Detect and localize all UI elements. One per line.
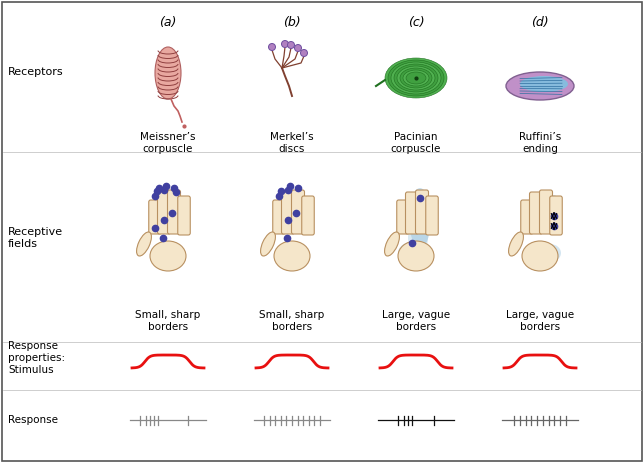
Ellipse shape (408, 223, 428, 253)
Ellipse shape (388, 60, 444, 96)
Ellipse shape (522, 241, 558, 271)
Text: (b): (b) (283, 16, 301, 29)
Text: (a): (a) (159, 16, 176, 29)
Ellipse shape (294, 44, 301, 51)
Ellipse shape (261, 232, 276, 256)
Text: Receptive
fields: Receptive fields (8, 227, 63, 249)
Ellipse shape (269, 44, 276, 50)
Ellipse shape (403, 70, 429, 86)
FancyBboxPatch shape (149, 200, 161, 234)
Ellipse shape (397, 66, 435, 90)
FancyBboxPatch shape (540, 190, 553, 234)
FancyBboxPatch shape (178, 196, 190, 235)
FancyBboxPatch shape (281, 192, 294, 234)
Text: Merkel’s
discs: Merkel’s discs (270, 132, 314, 154)
Ellipse shape (400, 68, 432, 88)
Ellipse shape (301, 50, 307, 56)
Ellipse shape (150, 241, 186, 271)
Ellipse shape (385, 58, 447, 98)
Ellipse shape (155, 47, 181, 99)
Text: (c): (c) (408, 16, 424, 29)
Text: Ruffini’s
ending: Ruffini’s ending (519, 132, 561, 154)
FancyBboxPatch shape (550, 196, 562, 235)
Ellipse shape (398, 241, 434, 271)
FancyBboxPatch shape (529, 192, 542, 234)
Ellipse shape (409, 188, 431, 248)
FancyBboxPatch shape (521, 200, 533, 234)
Text: (d): (d) (531, 16, 549, 29)
FancyBboxPatch shape (167, 190, 180, 234)
FancyBboxPatch shape (302, 196, 314, 235)
FancyBboxPatch shape (415, 190, 428, 234)
Ellipse shape (520, 76, 568, 92)
Ellipse shape (394, 64, 438, 92)
FancyBboxPatch shape (397, 200, 409, 234)
Ellipse shape (539, 244, 561, 262)
FancyBboxPatch shape (426, 196, 439, 235)
Ellipse shape (398, 242, 426, 264)
Ellipse shape (274, 241, 310, 271)
Ellipse shape (384, 232, 399, 256)
Text: Response
properties:
Stimulus: Response properties: Stimulus (8, 341, 65, 375)
Text: Response: Response (8, 415, 58, 425)
Ellipse shape (287, 42, 294, 49)
FancyBboxPatch shape (406, 192, 419, 234)
Text: Receptors: Receptors (8, 67, 64, 77)
Ellipse shape (548, 195, 560, 225)
Text: Large, vague
borders: Large, vague borders (506, 310, 574, 332)
Ellipse shape (406, 72, 426, 84)
Text: Pacinian
corpuscle: Pacinian corpuscle (391, 132, 441, 154)
Ellipse shape (509, 232, 524, 256)
Ellipse shape (137, 232, 151, 256)
Text: Small, sharp
borders: Small, sharp borders (260, 310, 325, 332)
FancyBboxPatch shape (158, 192, 171, 234)
Text: Large, vague
borders: Large, vague borders (382, 310, 450, 332)
Ellipse shape (391, 62, 441, 94)
Text: Meissner’s
corpuscle: Meissner’s corpuscle (140, 132, 196, 154)
Text: Small, sharp
borders: Small, sharp borders (135, 310, 201, 332)
FancyBboxPatch shape (292, 190, 305, 234)
Ellipse shape (506, 72, 574, 100)
FancyBboxPatch shape (273, 200, 285, 234)
Ellipse shape (281, 40, 289, 48)
